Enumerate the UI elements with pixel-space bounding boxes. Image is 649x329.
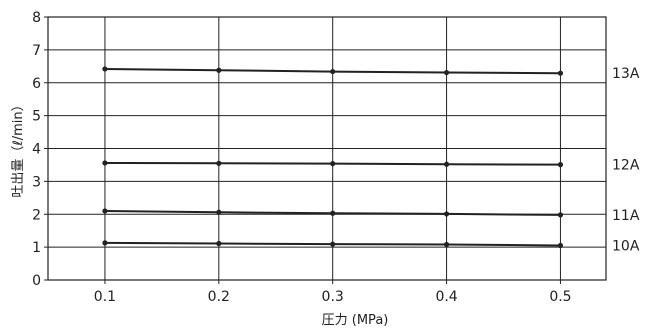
x-tick-label: 0.1 bbox=[94, 289, 116, 305]
data-point bbox=[102, 66, 108, 72]
series-label: 11A bbox=[612, 208, 640, 224]
y-tick-label: 5 bbox=[32, 109, 41, 125]
data-point bbox=[443, 211, 450, 217]
data-point bbox=[443, 69, 450, 76]
data-point bbox=[443, 241, 450, 248]
y-tick-label: 3 bbox=[32, 174, 41, 190]
series-label: 13A bbox=[612, 66, 640, 82]
series-label: 10A bbox=[612, 238, 640, 254]
grid-lines bbox=[48, 17, 606, 280]
data-point bbox=[330, 161, 336, 167]
y-tick-label: 0 bbox=[32, 273, 41, 289]
data-point bbox=[330, 210, 336, 216]
data-point bbox=[102, 160, 108, 166]
series-group: 13A 12A 11A 10A bbox=[102, 66, 640, 254]
y-tick-label: 7 bbox=[32, 43, 41, 59]
data-point bbox=[216, 67, 222, 73]
data-point bbox=[443, 161, 450, 167]
y-tick-label: 6 bbox=[32, 76, 41, 92]
x-tick-label: 0.2 bbox=[208, 289, 230, 305]
data-point bbox=[102, 208, 108, 214]
data-point bbox=[102, 240, 108, 246]
y-tick-labels: 0 1 2 3 4 5 6 7 8 bbox=[32, 10, 41, 289]
y-tick-label: 1 bbox=[32, 240, 41, 256]
series-13A: 13A bbox=[102, 66, 640, 82]
series-label: 12A bbox=[612, 158, 640, 174]
x-tick-labels: 0.1 0.2 0.3 0.4 0.5 bbox=[94, 289, 572, 305]
y-tick-label: 2 bbox=[32, 207, 41, 223]
series-11A: 11A bbox=[102, 208, 640, 224]
data-point bbox=[557, 70, 564, 76]
data-point bbox=[216, 209, 222, 215]
x-tick-label: 0.3 bbox=[322, 289, 344, 305]
y-tick-label: 4 bbox=[32, 142, 41, 158]
data-point bbox=[557, 212, 564, 218]
data-point bbox=[557, 242, 564, 249]
series-12A: 12A bbox=[102, 158, 640, 174]
axes bbox=[44, 16, 607, 284]
y-tick-label: 8 bbox=[32, 10, 41, 26]
x-tick-label: 0.4 bbox=[435, 289, 457, 305]
x-tick-label: 0.5 bbox=[549, 289, 571, 305]
data-point bbox=[330, 68, 336, 75]
data-point bbox=[557, 162, 564, 168]
data-point bbox=[330, 241, 336, 247]
data-point bbox=[216, 160, 222, 166]
data-point bbox=[216, 240, 222, 247]
plot-frame bbox=[47, 16, 607, 281]
x-axis-title: 圧力 (MPa) bbox=[322, 313, 389, 328]
y-axis-title: 吐出量（ℓ/min） bbox=[11, 98, 26, 197]
series-10A: 10A bbox=[102, 238, 640, 254]
